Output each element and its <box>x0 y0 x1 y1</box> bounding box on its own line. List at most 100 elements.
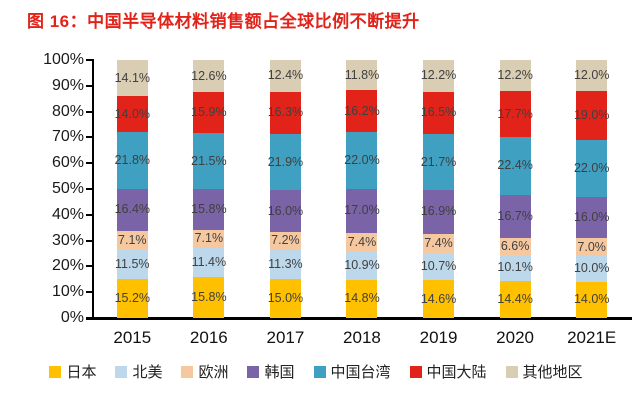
y-tick-mark <box>86 213 93 216</box>
segment-value-label: 16.0% <box>267 203 304 218</box>
segment-value-label: 21.9% <box>267 154 304 169</box>
segment-value-label: 16.9% <box>420 204 457 219</box>
bar-segment-中国台湾: 22.0% <box>344 132 380 189</box>
segment-value-label: 10.0% <box>573 261 610 276</box>
segment-value-label: 12.0% <box>573 68 610 83</box>
legend-item-北美: 北美 <box>115 361 162 382</box>
bar-segment-中国台湾: 22.4% <box>497 137 533 195</box>
bar-segment-日本: 14.6% <box>420 280 457 318</box>
bar-segment-欧洲: 7.0% <box>576 238 608 257</box>
segment-value-label: 7.2% <box>271 233 300 248</box>
y-tick-label: 30% <box>51 231 84 249</box>
x-axis-labels: 2015 2016 2017 2018 2019 2020 2021E <box>94 328 630 348</box>
bar-segment-中国大陆: 17.7% <box>497 91 533 138</box>
bar-segment-北美: 10.7% <box>420 252 457 281</box>
segment-value-label: 21.7% <box>420 154 457 169</box>
legend-item-其他地区: 其他地区 <box>505 361 583 382</box>
segment-value-label: 7.4% <box>424 235 453 250</box>
segment-value-label: 7.4% <box>347 234 377 249</box>
legend-swatch <box>313 365 326 378</box>
segment-value-label: 11.4% <box>191 255 227 270</box>
y-tick-label: 10% <box>51 283 84 301</box>
bar-segment-中国大陆: 19.0% <box>574 91 609 141</box>
bar-segment-日本: 15.2% <box>114 278 151 318</box>
y-tick-label: 0% <box>60 309 84 326</box>
y-tick-mark <box>86 136 93 139</box>
y-tick-mark <box>86 59 93 61</box>
segment-value-label: 12.2% <box>420 68 457 83</box>
y-tick-mark <box>86 265 93 268</box>
x-tick-label: 2018 <box>343 328 381 347</box>
segment-value-label: 15.8% <box>191 201 227 216</box>
segment-value-label: 11.5% <box>115 256 150 271</box>
segment-value-label: 7.1% <box>194 231 224 246</box>
bar-segment-北美: 10.9% <box>344 251 380 280</box>
segment-value-label: 10.7% <box>420 259 457 274</box>
bar-segment-欧洲: 7.2% <box>269 231 301 251</box>
x-tick-label: 2019 <box>419 328 458 347</box>
y-tick-label: 90% <box>51 76 84 94</box>
bar-segment-北美: 10.0% <box>573 256 610 282</box>
bar-2021E: 14.0% 10.0% 7.0% 16.0% 22.0% 19.0% 12.0% <box>573 60 610 318</box>
bar-segment-日本: 14.8% <box>344 279 380 318</box>
y-tick-label: 20% <box>51 257 84 275</box>
segment-value-label: 12.2% <box>497 68 533 83</box>
legend-label: 韩国 <box>264 364 295 381</box>
bar-segment-北美: 10.1% <box>497 254 533 281</box>
bar-segment-日本: 14.0% <box>574 281 609 318</box>
y-tick-mark <box>86 188 93 190</box>
segment-value-label: 11.8% <box>344 67 380 82</box>
legend-label: 北美 <box>132 364 163 381</box>
bar-2019: 14.6% 10.7% 7.4% 16.9% 21.7% 16.5% 12.2% <box>420 60 457 318</box>
segment-value-label: 15.2% <box>114 290 151 305</box>
bar-segment-北美: 11.3% <box>268 250 303 280</box>
segment-value-label: 11.3% <box>268 257 303 272</box>
bar-segment-中国台湾: 21.9% <box>267 133 304 191</box>
bar-segment-欧洲: 7.4% <box>346 232 378 252</box>
bar-segment-其他地区: 12.4% <box>268 60 303 92</box>
bar-segment-中国台湾: 21.8% <box>115 132 150 189</box>
legend-item-日本: 日本 <box>49 361 96 382</box>
segment-value-label: 15.8% <box>191 290 227 305</box>
segment-value-label: 14.6% <box>420 291 457 306</box>
bar-segment-中国大陆: 15.9% <box>191 92 227 134</box>
y-tick-label: 70% <box>51 128 84 146</box>
segment-value-label: 14.1% <box>114 70 151 85</box>
bar-segment-其他地区: 14.1% <box>114 60 151 97</box>
bar-segment-中国大陆: 16.3% <box>268 91 303 134</box>
legend-label: 日本 <box>66 364 97 381</box>
segment-value-label: 7.0% <box>577 239 606 254</box>
y-tick-label: 60% <box>51 154 84 172</box>
bar-segment-韩国: 15.8% <box>191 188 227 230</box>
bar-segment-中国台湾: 21.5% <box>191 133 227 189</box>
bar-2020: 14.4% 10.1% 6.6% 16.7% 22.4% 17.7% 12.2% <box>497 60 533 318</box>
y-tick-mark <box>86 291 93 294</box>
legend-swatch <box>181 365 194 378</box>
x-tick-label: 2015 <box>113 328 152 347</box>
legend-swatch <box>247 365 260 378</box>
legend-swatch <box>505 365 518 378</box>
bar-segment-韩国: 16.7% <box>497 194 533 238</box>
bar-segment-其他地区: 12.0% <box>573 60 610 92</box>
bar-segment-日本: 15.8% <box>191 277 227 318</box>
chart-title: 图 16：中国半导体材料销售额占全球比例不断提升 <box>27 12 420 31</box>
x-axis-line <box>86 317 632 320</box>
segment-value-label: 22.0% <box>573 160 610 175</box>
bar-segment-中国大陆: 14.0% <box>115 96 150 133</box>
segment-value-label: 17.7% <box>497 106 533 121</box>
y-tick-mark <box>86 239 93 242</box>
y-tick-mark <box>86 162 93 165</box>
y-tick-mark <box>86 110 93 113</box>
legend-item-韩国: 韩国 <box>247 361 295 382</box>
bar-segment-其他地区: 12.2% <box>420 60 457 92</box>
bar-2017: 15.0% 11.3% 7.2% 16.0% 21.9% 16.3% 12.4% <box>267 60 304 318</box>
segment-value-label: 15.9% <box>191 105 227 120</box>
y-axis-line <box>92 59 94 319</box>
legend-item-欧洲: 欧洲 <box>181 361 228 382</box>
bar-segment-欧洲: 7.1% <box>193 229 225 248</box>
bar-segment-中国台湾: 22.0% <box>573 140 610 197</box>
bar-segment-欧洲: 6.6% <box>499 237 531 255</box>
bar-segment-其他地区: 12.6% <box>191 60 227 93</box>
segment-value-label: 16.5% <box>420 105 457 120</box>
